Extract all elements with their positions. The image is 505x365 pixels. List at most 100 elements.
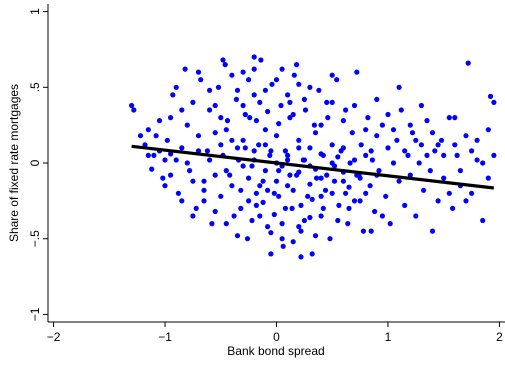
- data-point: [413, 137, 419, 143]
- data-point: [363, 190, 369, 196]
- data-point: [195, 148, 202, 154]
- data-point: [307, 181, 313, 187]
- data-point: [268, 251, 274, 257]
- data-point: [285, 92, 291, 98]
- data-point: [287, 115, 293, 121]
- data-point: [212, 130, 218, 136]
- data-point: [242, 111, 248, 118]
- data-point: [168, 172, 174, 178]
- data-point: [257, 99, 263, 105]
- data-point: [309, 196, 315, 202]
- data-point: [413, 213, 419, 219]
- data-point: [173, 84, 179, 90]
- data-point: [331, 178, 338, 184]
- data-point: [195, 69, 202, 75]
- data-point: [351, 198, 358, 204]
- data-point: [223, 168, 229, 174]
- data-point: [424, 152, 430, 158]
- data-point: [231, 213, 237, 219]
- data-point: [322, 187, 329, 193]
- data-point: [273, 178, 280, 184]
- data-point: [175, 190, 181, 196]
- data-point: [358, 142, 364, 148]
- data-point: [287, 172, 293, 178]
- y-tick-label: 1: [28, 8, 42, 15]
- data-point: [201, 187, 207, 193]
- data-point: [335, 217, 341, 224]
- data-point: [346, 184, 352, 190]
- data-point: [291, 72, 297, 78]
- data-point: [262, 127, 268, 133]
- data-point: [360, 228, 366, 234]
- y-tick-label: −.5: [28, 230, 42, 247]
- data-point: [318, 151, 324, 157]
- data-point: [187, 168, 193, 174]
- data-point: [267, 152, 273, 158]
- data-point: [480, 160, 486, 166]
- data-point: [469, 148, 475, 154]
- data-point: [234, 145, 241, 151]
- y-tick-label: .5: [28, 82, 42, 92]
- data-point: [240, 102, 246, 109]
- data-point: [424, 118, 430, 124]
- data-point: [151, 152, 157, 158]
- data-point: [240, 137, 246, 143]
- data-point: [435, 142, 441, 148]
- data-point: [357, 198, 363, 204]
- data-point: [435, 198, 441, 204]
- data-point: [457, 168, 463, 174]
- data-point: [390, 160, 397, 166]
- data-point: [318, 213, 324, 219]
- data-point: [131, 107, 137, 113]
- data-point: [312, 130, 319, 136]
- data-point: [282, 205, 288, 211]
- data-point: [251, 66, 257, 72]
- data-point: [343, 107, 349, 113]
- data-point: [268, 148, 274, 154]
- data-point: [246, 175, 252, 181]
- data-point: [287, 99, 293, 105]
- x-tick-label: 0: [273, 330, 280, 344]
- data-point: [487, 93, 494, 99]
- data-point: [289, 205, 295, 211]
- data-point: [307, 145, 313, 151]
- data-point: [142, 142, 148, 148]
- data-point: [280, 243, 286, 249]
- data-point: [137, 133, 144, 139]
- data-point: [285, 157, 291, 163]
- data-point: [227, 172, 233, 178]
- data-point: [312, 233, 319, 239]
- data-point: [162, 157, 168, 163]
- data-point: [279, 221, 285, 227]
- data-point: [184, 122, 190, 128]
- data-point: [290, 187, 296, 193]
- data-point: [396, 84, 402, 90]
- data-point: [278, 102, 284, 109]
- data-point: [222, 62, 228, 68]
- data-point: [491, 152, 497, 158]
- x-tick-label: −1: [158, 330, 172, 344]
- data-point: [298, 228, 304, 234]
- data-point: [379, 122, 385, 128]
- data-point: [450, 205, 456, 211]
- y-tick-label: −1: [28, 307, 42, 321]
- data-point: [429, 228, 436, 234]
- data-point: [195, 133, 202, 139]
- data-point: [336, 202, 342, 208]
- data-point: [296, 169, 302, 175]
- data-point: [242, 145, 248, 151]
- data-point: [416, 160, 422, 166]
- data-point: [318, 193, 324, 199]
- data-point: [368, 148, 374, 154]
- data-point: [260, 199, 266, 205]
- data-point: [220, 57, 226, 63]
- data-point: [164, 137, 170, 143]
- data-point: [229, 72, 235, 78]
- x-tick-label: 1: [385, 330, 392, 344]
- data-point: [279, 236, 285, 242]
- data-point: [474, 137, 480, 143]
- data-point: [347, 160, 353, 166]
- data-point: [385, 111, 391, 118]
- data-point: [276, 193, 282, 199]
- data-point: [262, 87, 268, 93]
